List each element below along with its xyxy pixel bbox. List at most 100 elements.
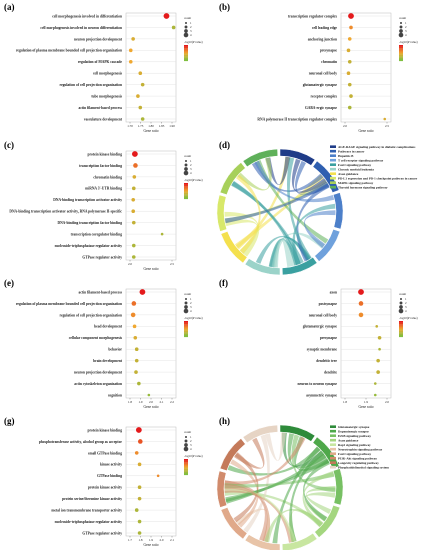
legend-color-step-c bbox=[184, 197, 188, 200]
legend-color-step-a bbox=[184, 56, 188, 58]
chord-diagram-h bbox=[216, 424, 344, 550]
data-point-a bbox=[171, 25, 176, 30]
chord-legend-label-h: Phosphatidylinositol signaling system bbox=[338, 466, 389, 470]
category-label-g: protein kinase activity bbox=[88, 486, 122, 490]
data-point-g bbox=[156, 474, 160, 478]
category-label-f: presynapse bbox=[320, 336, 338, 340]
chord-ribbon-h bbox=[224, 485, 297, 543]
chord-legend-label-h: PI3K-Akt signaling pathway bbox=[338, 457, 377, 461]
legend-size-label-g: 1 bbox=[190, 435, 192, 439]
chord-ribbon-h bbox=[291, 434, 336, 493]
legend-color-step-e bbox=[184, 327, 188, 330]
chord-ribbon-h bbox=[265, 432, 286, 461]
legend-color-step-b bbox=[399, 57, 403, 60]
category-label-e: neuron projection development bbox=[74, 371, 123, 375]
panel-label-h: (h) bbox=[219, 416, 230, 426]
legend-size-dot-e bbox=[184, 301, 188, 305]
legend-size-dot-g bbox=[183, 446, 189, 452]
chord-legend-label-d: Hepatitis B bbox=[338, 154, 354, 158]
data-point-g bbox=[137, 462, 142, 467]
chord-legend-swatch-h bbox=[330, 447, 336, 451]
chord-legend-swatch-d bbox=[330, 172, 336, 175]
data-point-g bbox=[137, 531, 142, 535]
category-label-e: behavior bbox=[108, 348, 122, 352]
chord-arc-h bbox=[279, 424, 316, 442]
data-point-c bbox=[132, 175, 137, 179]
legend-size-label-f: 3 bbox=[405, 305, 407, 309]
chord-legend-label-d: Chronic myeloid leukemia bbox=[338, 168, 374, 172]
chord-legend-label-d: Pathways in cancer bbox=[338, 150, 365, 154]
data-point-e bbox=[134, 358, 139, 363]
data-point-a bbox=[140, 117, 145, 121]
data-point-c bbox=[131, 197, 136, 202]
data-point-e bbox=[134, 347, 139, 352]
data-point-c bbox=[131, 243, 136, 248]
data-point-a bbox=[138, 105, 143, 110]
data-point-f bbox=[376, 370, 380, 374]
category-label-g: phosphotransferase activity, alcohol gro… bbox=[39, 440, 123, 444]
chord-legend-swatch-h bbox=[330, 425, 336, 428]
chord-arc-d bbox=[312, 160, 340, 193]
legend-color-step-g bbox=[184, 471, 188, 474]
legend-color-step-b bbox=[399, 54, 403, 57]
data-point-c bbox=[133, 163, 138, 168]
x-tick-label-g: 1.7 bbox=[128, 538, 132, 542]
x-tick-label-b: 2.0 bbox=[343, 124, 347, 128]
category-label-c: DNA-binding transcription activator acti… bbox=[9, 210, 122, 214]
data-point-g bbox=[135, 427, 142, 433]
chord-ribbon-d bbox=[273, 239, 293, 268]
data-point-b bbox=[347, 59, 352, 64]
category-label-e: brain development bbox=[93, 359, 123, 363]
chord-arc-h bbox=[312, 436, 340, 469]
data-point-f bbox=[358, 289, 364, 295]
legend-size-label-e: 1 bbox=[190, 297, 192, 301]
data-point-e bbox=[133, 335, 138, 340]
chord-ribbon-d bbox=[255, 160, 329, 244]
legend-color-step-e bbox=[184, 322, 188, 325]
category-label-c: DNA-binding transcription factor binding bbox=[57, 221, 122, 225]
chord-arc-h bbox=[281, 532, 318, 550]
chord-ribbon-h bbox=[272, 446, 321, 544]
category-label-c: miRNA 3'-UTR binding bbox=[85, 187, 122, 191]
chord-legend-swatch-d bbox=[330, 154, 336, 157]
legend-color-step-c bbox=[184, 186, 188, 188]
legend-color-step-c bbox=[184, 194, 188, 196]
chord-legend-swatch-d bbox=[330, 149, 336, 153]
legend-color-step-c bbox=[184, 189, 188, 192]
chord-legend-swatch-d bbox=[330, 145, 336, 148]
x-tick-label-c: 2.5 bbox=[170, 262, 174, 266]
legend-color-step-g bbox=[184, 459, 188, 461]
legend-size-dot-c bbox=[184, 163, 188, 167]
category-label-a: regulation of cell projection organizati… bbox=[59, 83, 122, 87]
category-label-f: dendritic tree bbox=[316, 359, 337, 363]
data-point-g bbox=[137, 485, 142, 490]
chord-legend-label-d: Axon guidance bbox=[338, 172, 359, 176]
legend-color-step-g bbox=[184, 463, 188, 466]
chord-ribbon-d bbox=[265, 156, 291, 185]
data-point-g bbox=[137, 439, 143, 444]
legend-size-dot-f bbox=[399, 297, 403, 301]
category-label-f: dendrite bbox=[324, 371, 337, 375]
legend-color-step-g bbox=[184, 460, 188, 463]
legend-size-label-b: 2 bbox=[405, 25, 407, 29]
data-point-e bbox=[147, 393, 151, 397]
legend-size-dot-a bbox=[184, 21, 188, 25]
plot-frame-f bbox=[340, 288, 392, 399]
chord-ribbon-h bbox=[233, 452, 259, 523]
data-point-b bbox=[346, 71, 351, 76]
data-point-b bbox=[347, 105, 352, 110]
chord-ribbon-h bbox=[303, 459, 331, 522]
legend-color-step-e bbox=[184, 330, 188, 333]
x-axis-label-f: Gene ratio bbox=[358, 405, 373, 409]
legend-color-title-f: -log10(P value) bbox=[399, 316, 418, 320]
legend-size-dot-g bbox=[184, 435, 188, 439]
x-tick-label-e: 1.9 bbox=[139, 400, 143, 404]
legend-color-step-e bbox=[184, 333, 188, 336]
legend-size-dot-a bbox=[184, 25, 188, 29]
chord-ribbon-h bbox=[235, 508, 270, 542]
category-label-f: asymmetric synapse bbox=[306, 393, 337, 397]
x-axis-label-a: Gene ratio bbox=[143, 129, 158, 133]
category-label-f: axon bbox=[330, 290, 337, 294]
legend-color-title-b: -log10(P value) bbox=[399, 40, 418, 44]
chord-legend-label-h: Axon guidance bbox=[338, 439, 359, 443]
